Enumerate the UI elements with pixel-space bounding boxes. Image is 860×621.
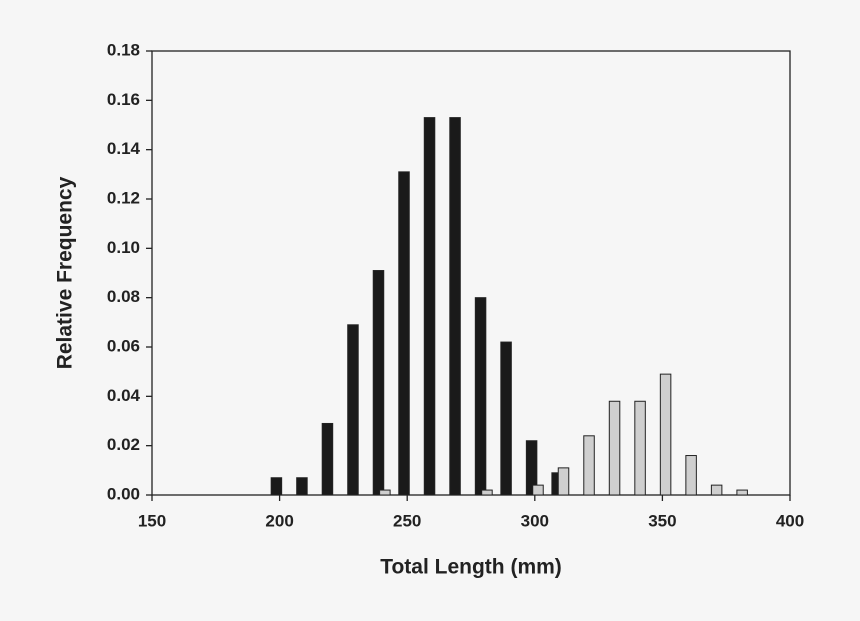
bar (583, 435, 595, 496)
x-tick-label: 350 (648, 511, 676, 530)
bar (474, 297, 487, 496)
x-axis-title: Total Length (mm) (380, 556, 562, 579)
y-tick-label: 0.08 (107, 287, 140, 306)
bar (372, 270, 385, 496)
y-tick-label: 0.14 (107, 139, 141, 158)
x-tick-label: 200 (265, 511, 293, 530)
y-tick-label: 0.16 (107, 90, 140, 109)
bar (398, 171, 410, 496)
y-axis-title: Relative Frequency (54, 176, 77, 369)
bar (736, 489, 748, 496)
bar (608, 400, 621, 496)
bar (449, 117, 461, 496)
bar (379, 489, 391, 496)
bar (710, 484, 723, 496)
bar (347, 324, 359, 496)
bar (296, 477, 308, 496)
bar (685, 455, 697, 496)
x-tick-label: 250 (393, 511, 421, 530)
bar (500, 341, 512, 496)
y-tick-label: 0.12 (107, 188, 140, 207)
y-tick-label: 0.06 (107, 336, 140, 355)
y-tick-label: 0.00 (107, 484, 140, 503)
bar (532, 484, 544, 496)
bar (321, 422, 334, 496)
bar (423, 117, 436, 496)
plot-frame (151, 50, 791, 496)
bar (634, 400, 646, 496)
bar (481, 489, 493, 496)
x-tick-label: 400 (776, 511, 804, 530)
x-tick-label: 150 (138, 511, 166, 530)
y-tick-label: 0.04 (107, 386, 141, 405)
y-tick-label: 0.02 (107, 435, 140, 454)
x-tick-label: 300 (521, 511, 549, 530)
bar (659, 373, 672, 496)
y-tick-label: 0.18 (107, 40, 140, 59)
y-tick-label: 0.10 (107, 238, 140, 257)
bar (557, 467, 570, 496)
bar (525, 440, 538, 496)
bar (270, 477, 283, 496)
